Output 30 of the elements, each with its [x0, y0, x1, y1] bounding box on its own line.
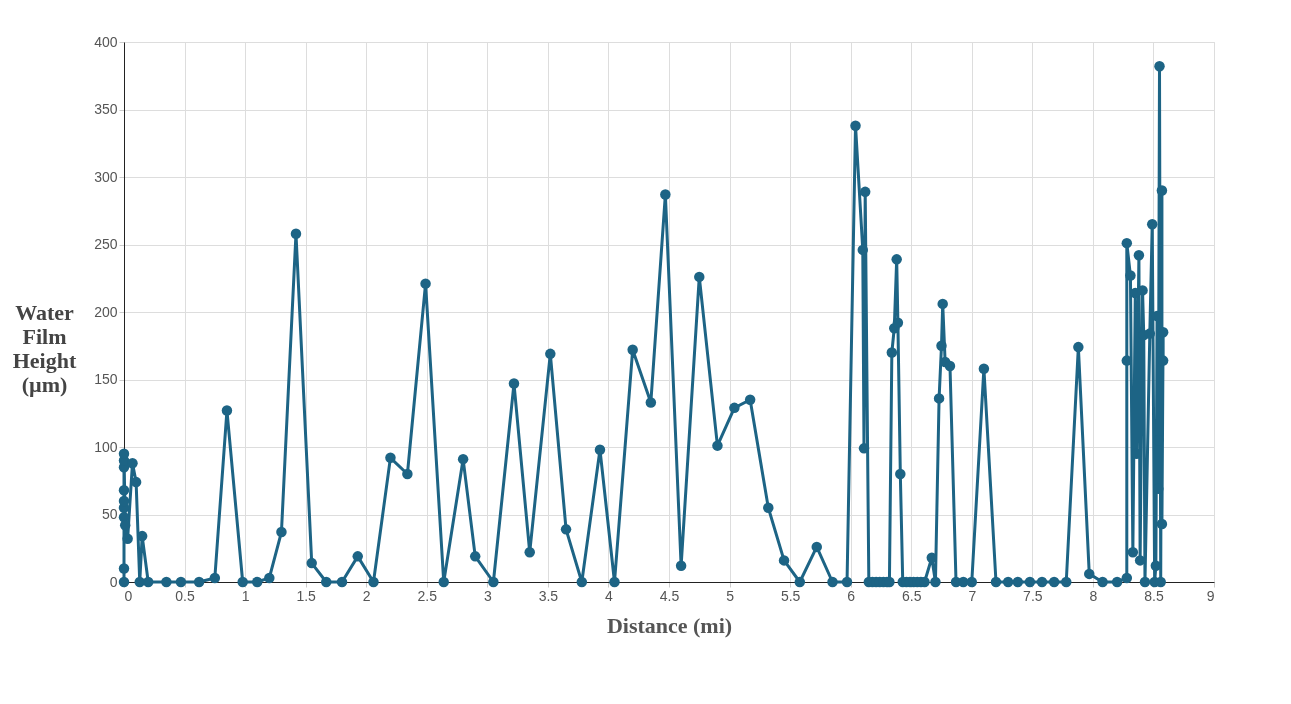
x-tick-label: 2.5: [417, 587, 438, 604]
x-tick-label: 3.5: [538, 587, 559, 604]
x-tick-label: 7.5: [1023, 587, 1043, 604]
x-tick-label: 8: [1089, 587, 1098, 604]
x-tick-label: 0: [124, 587, 133, 604]
x-tick-label: 5.5: [780, 587, 801, 604]
y-tick-label: 300: [94, 168, 118, 185]
x-tick-label: 8.5: [1144, 587, 1164, 604]
x-tick-label: 6: [847, 587, 856, 604]
y-tick-label: 100: [94, 438, 118, 455]
x-tick-label: 3: [483, 587, 492, 604]
x-tick-label: 2: [362, 587, 371, 604]
x-tick-label: 5: [726, 587, 735, 604]
y-tick-label: 350: [94, 101, 118, 117]
x-tick-label: 4: [605, 587, 614, 604]
x-tick-label: 7: [968, 587, 977, 604]
x-tick-label: 1.5: [296, 587, 317, 604]
y-tick-label: 400: [94, 33, 118, 50]
x-tick-label: 9: [1206, 587, 1215, 604]
x-axis-title: Distance (mi): [606, 612, 733, 638]
x-tick-label: 4.5: [659, 587, 680, 604]
x-tick-label: 0.5: [175, 587, 195, 604]
y-tick-label: 50: [101, 506, 118, 522]
y-tick-label: 250: [94, 236, 118, 252]
y-tick-label: 200: [94, 303, 118, 320]
y-tick-label: 0: [109, 573, 118, 590]
y-tick-label: 150: [94, 371, 118, 387]
x-tick-label: 1: [241, 587, 250, 604]
x-tick-label: 6.5: [901, 587, 922, 604]
y-axis-title: Water Film Height (µm): [12, 299, 77, 397]
